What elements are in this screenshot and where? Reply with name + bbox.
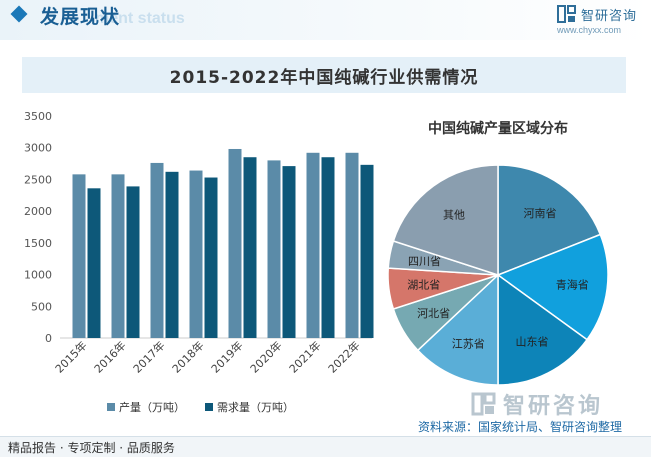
x-tick-label: 2022年 xyxy=(325,338,362,375)
brand: 智研咨询 www.chyxx.com xyxy=(557,4,647,38)
y-tick-label: 0 xyxy=(45,332,52,345)
watermark-logo-icon xyxy=(471,392,496,416)
pie-slice xyxy=(497,164,602,277)
header-title: 发展现状 xyxy=(40,6,121,28)
pie-slice-label: 山东省 xyxy=(515,336,548,349)
footer-slogan: 精品报告 · 专项定制 · 品质服务 xyxy=(8,441,175,455)
bar-production xyxy=(189,170,203,338)
x-tick-label: 2021年 xyxy=(286,338,323,375)
y-tick-label: 2500 xyxy=(24,173,52,186)
brand-name: 智研咨询 xyxy=(581,9,638,24)
footer-bar: 精品报告 · 专项定制 · 品质服务 xyxy=(0,436,651,457)
y-tick-label: 3500 xyxy=(24,110,52,123)
pie-slice xyxy=(497,273,589,386)
bar-production xyxy=(150,162,164,338)
y-tick-label: 500 xyxy=(31,300,52,313)
pie-slice xyxy=(496,233,609,341)
source-note: 资料来源：国家统计局、智研咨询整理 xyxy=(418,420,623,434)
pie-slice-label: 河南省 xyxy=(524,207,557,220)
section-header: ment status 发展现状 智研咨询 www.chyxx.com xyxy=(0,0,651,40)
bar-production xyxy=(345,152,359,338)
header-watermark: ment status xyxy=(95,10,185,27)
pie-slice-label: 湖北省 xyxy=(407,278,440,291)
watermark-text: 智研咨询 xyxy=(503,394,604,419)
y-tick-label: 2000 xyxy=(24,205,52,218)
bar-demand xyxy=(126,186,140,338)
legend-swatch xyxy=(107,403,115,411)
x-tick-label: 2018年 xyxy=(169,338,206,375)
bar-demand xyxy=(360,164,374,338)
y-tick-label: 3000 xyxy=(24,142,52,155)
chart-title-bar: 2015-2022年中国纯碱行业供需情况 xyxy=(22,57,626,93)
brand-logo-icon xyxy=(557,5,576,23)
x-tick-label: 2015年 xyxy=(52,338,89,375)
pie-slice-label: 青海省 xyxy=(556,277,589,291)
bar-production xyxy=(111,174,125,338)
x-tick-label: 2016年 xyxy=(91,338,128,375)
bar-production xyxy=(72,174,86,338)
brand-url: www.chyxx.com xyxy=(557,25,622,35)
y-tick-label: 1500 xyxy=(24,237,52,250)
bar-demand xyxy=(243,157,257,338)
pie-slice-label: 其他 xyxy=(443,208,465,221)
bar-production xyxy=(306,152,320,338)
x-tick-label: 2017年 xyxy=(130,338,167,375)
bar-demand xyxy=(87,188,101,338)
bar-demand xyxy=(282,166,296,338)
x-tick-label: 2019年 xyxy=(208,338,245,375)
pie-slice-label: 河北省 xyxy=(417,307,450,320)
bar-production xyxy=(228,148,242,338)
pie-title: 中国纯碱产量区域分布 xyxy=(428,120,568,137)
pie-slice xyxy=(416,273,499,386)
bar-demand xyxy=(165,171,179,338)
bar-production xyxy=(267,160,281,338)
bar-demand xyxy=(321,157,335,338)
bar-demand xyxy=(204,177,218,338)
pie-slice-label: 四川省 xyxy=(408,255,441,268)
x-tick-label: 2020年 xyxy=(247,338,284,375)
legend-label: 需求量（万吨） xyxy=(217,401,294,414)
legend-swatch xyxy=(205,403,213,411)
pie-slice xyxy=(392,164,499,277)
chart-main-title: 2015-2022年中国纯碱行业供需情况 xyxy=(169,67,479,88)
legend-label: 产量（万吨） xyxy=(119,400,185,414)
pie-slice-label: 江苏省 xyxy=(452,338,485,351)
y-tick-label: 1000 xyxy=(24,269,52,282)
